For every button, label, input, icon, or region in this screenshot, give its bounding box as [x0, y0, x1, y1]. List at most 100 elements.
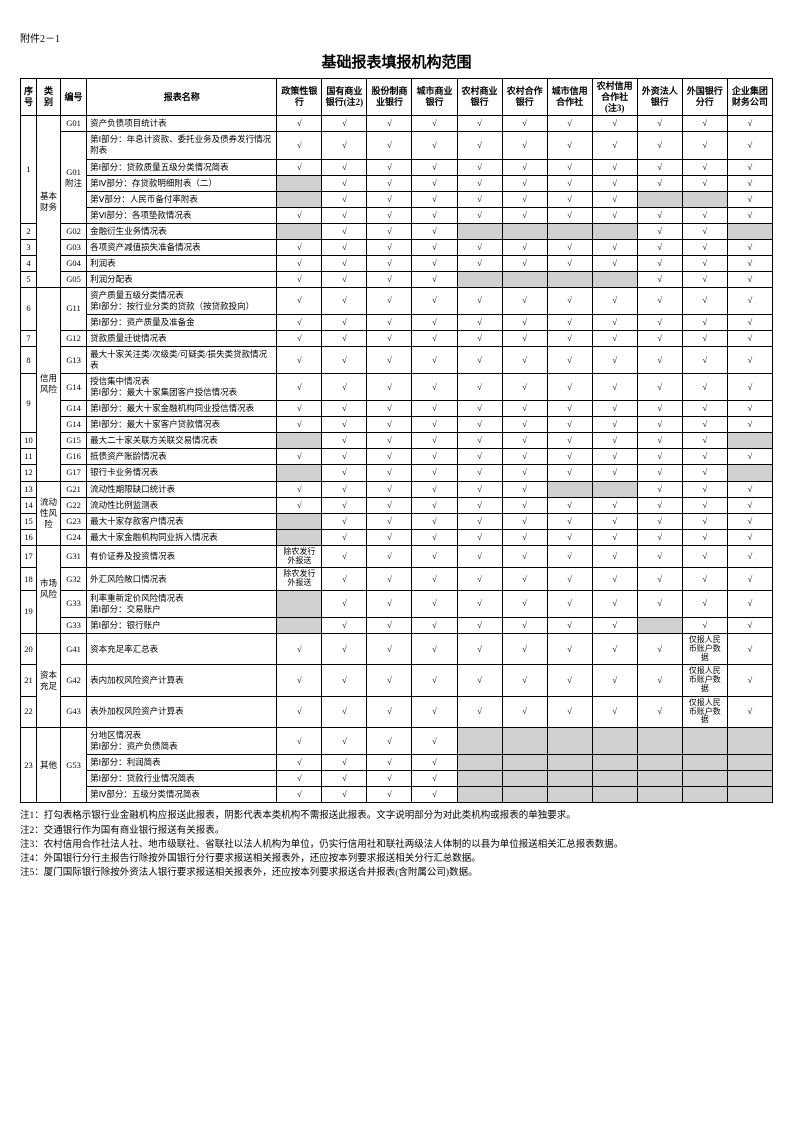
data-cell [502, 271, 547, 287]
data-cell: √ [367, 481, 412, 497]
data-cell: √ [457, 374, 502, 401]
table-body: 1基本财务G01资产负债项目统计表√√√√√√√√√√√G01 附注第Ⅰ部分：年… [21, 116, 773, 803]
data-cell: √ [322, 529, 367, 545]
data-cell: √ [277, 239, 322, 255]
data-cell: √ [637, 347, 682, 374]
data-cell: √ [322, 513, 367, 529]
data-cell: √ [637, 223, 682, 239]
data-cell [502, 771, 547, 787]
row-number: 9 [21, 374, 37, 433]
row-number: 11 [21, 449, 37, 465]
col-header: 政策性银行 [277, 79, 322, 116]
page-title: 基础报表填报机构范围 [20, 51, 773, 72]
table-row: 23其他G53分地区情况表 第Ⅰ部分：资产负债简表√√√√ [21, 728, 773, 755]
data-cell: √ [457, 287, 502, 314]
data-cell: √ [322, 568, 367, 591]
name-cell: 第Ⅰ部分：银行账户 [87, 617, 277, 633]
data-cell: √ [727, 331, 772, 347]
table-row: 22G43表外加权风险资产计算表√√√√√√√√√仅报人民币账户数据√ [21, 696, 773, 727]
row-number: 13 [21, 481, 37, 497]
data-cell: √ [277, 771, 322, 787]
data-cell: √ [412, 590, 457, 617]
data-cell: √ [637, 417, 682, 433]
data-cell [727, 755, 772, 771]
data-cell: √ [502, 239, 547, 255]
name-cell: 利润分配表 [87, 271, 277, 287]
note-line: 注5：厦门国际银行除按外资法人银行要求报送相关报表外，还应按本列要求报送合并报表… [20, 866, 773, 880]
data-cell: √ [682, 374, 727, 401]
code-cell: G16 [61, 449, 87, 465]
data-cell: √ [367, 696, 412, 727]
data-cell: √ [637, 159, 682, 175]
data-cell: √ [637, 545, 682, 568]
data-cell: √ [412, 513, 457, 529]
data-cell: √ [727, 374, 772, 401]
category-cell: 基本财务 [37, 116, 61, 288]
data-cell: √ [502, 617, 547, 633]
data-cell: √ [502, 634, 547, 665]
data-cell: √ [682, 116, 727, 132]
data-cell: √ [502, 207, 547, 223]
data-cell: √ [457, 331, 502, 347]
data-cell: √ [592, 374, 637, 401]
data-cell: √ [682, 617, 727, 633]
data-cell: √ [277, 481, 322, 497]
data-cell: √ [367, 755, 412, 771]
data-cell [637, 755, 682, 771]
data-cell: √ [322, 347, 367, 374]
data-cell: √ [367, 634, 412, 665]
data-cell: √ [592, 617, 637, 633]
data-cell: √ [322, 665, 367, 696]
data-cell: √ [322, 696, 367, 727]
data-cell: √ [412, 401, 457, 417]
data-cell: √ [547, 634, 592, 665]
data-cell: √ [277, 207, 322, 223]
data-cell: √ [592, 159, 637, 175]
data-cell: √ [322, 191, 367, 207]
code-cell: G21 [61, 481, 87, 497]
data-cell: √ [682, 223, 727, 239]
name-cell: 利率重新定价风险情况表 第Ⅰ部分：交易账户 [87, 590, 277, 617]
data-cell: √ [412, 617, 457, 633]
data-cell: √ [277, 132, 322, 159]
name-cell: 分地区情况表 第Ⅰ部分：资产负债简表 [87, 728, 277, 755]
code-cell: G32 [61, 568, 87, 591]
code-cell: G01 [61, 116, 87, 132]
data-cell: √ [277, 728, 322, 755]
data-cell: √ [637, 287, 682, 314]
data-cell: √ [637, 465, 682, 481]
data-cell: √ [412, 696, 457, 727]
data-cell [547, 223, 592, 239]
name-cell: 第Ⅰ部分：贷款质量五级分类情况简表 [87, 159, 277, 175]
data-cell: √ [457, 513, 502, 529]
data-cell: √ [412, 191, 457, 207]
code-cell: G04 [61, 255, 87, 271]
data-cell: √ [727, 132, 772, 159]
data-cell: √ [592, 529, 637, 545]
appendix-label: 附件2－1 [20, 30, 773, 45]
data-cell: √ [637, 271, 682, 287]
data-cell: √ [412, 116, 457, 132]
table-row: 第Ⅰ部分：资产质量及准备金√√√√√√√√√√√ [21, 315, 773, 331]
data-cell [637, 728, 682, 755]
data-cell: √ [592, 331, 637, 347]
data-cell: √ [457, 347, 502, 374]
data-cell [277, 433, 322, 449]
data-cell: √ [367, 771, 412, 787]
data-cell [637, 191, 682, 207]
data-cell [457, 271, 502, 287]
table-row: 1基本财务G01资产负债项目统计表√√√√√√√√√√√ [21, 116, 773, 132]
data-cell: √ [502, 191, 547, 207]
data-cell: √ [637, 513, 682, 529]
data-cell [682, 728, 727, 755]
data-cell [682, 787, 727, 803]
data-cell: √ [727, 207, 772, 223]
data-cell: √ [457, 634, 502, 665]
data-cell: √ [727, 449, 772, 465]
name-cell: 第Ⅰ部分：最大十家客户贷款情况表 [87, 417, 277, 433]
data-cell: √ [502, 132, 547, 159]
data-cell: √ [367, 207, 412, 223]
data-cell: √ [502, 590, 547, 617]
data-cell: √ [637, 497, 682, 513]
data-cell: √ [547, 347, 592, 374]
